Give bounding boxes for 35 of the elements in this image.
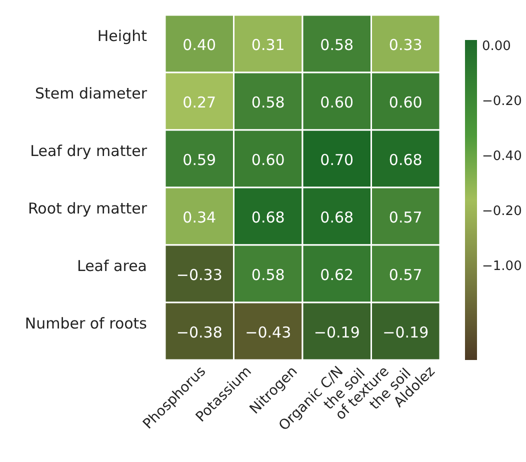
y-tick-label: Stem diameter	[34, 84, 148, 102]
data-label: 0.40	[182, 36, 216, 54]
text: −1.00	[482, 259, 522, 274]
data-label: 0.57	[388, 208, 422, 226]
data-label: 0.59	[182, 150, 216, 169]
data-label: 0.68	[320, 208, 354, 226]
text: −0.40	[482, 149, 522, 164]
y-tick-label: Leaf area	[76, 256, 147, 275]
data-label: 0.60	[388, 93, 422, 112]
data-label: 0.27	[182, 93, 216, 112]
data-label: 0.34	[182, 208, 216, 226]
data-label: 0.68	[251, 208, 285, 226]
data-label: 0.58	[320, 36, 354, 54]
text: −0.20	[482, 204, 522, 219]
data-label: −0.19	[314, 323, 360, 342]
data-label: 0.60	[320, 93, 354, 112]
data-label: 0.68	[388, 150, 422, 169]
data-label: 0.60	[251, 150, 285, 169]
y-tick-label: Number of roots	[24, 314, 148, 332]
data-label: 0.58	[251, 93, 285, 112]
data-label: −0.33	[176, 266, 222, 284]
text: 0.00	[482, 39, 511, 54]
data-label: 0.58	[251, 266, 285, 284]
text: −0.20	[482, 94, 522, 109]
y-tick-label: Root dry matter	[28, 199, 148, 218]
data-label: −0.19	[382, 323, 429, 342]
y-tick-label: Leaf dry matter	[30, 142, 148, 160]
data-label: 0.57	[388, 266, 422, 284]
data-label: 0.70	[320, 150, 354, 169]
data-label: 0.33	[388, 36, 422, 54]
y-tick-label: Height	[97, 26, 148, 45]
data-label: 0.31	[251, 36, 285, 54]
data-label: −0.38	[176, 323, 222, 342]
data-label: −0.43	[245, 323, 292, 342]
data-label: 0.62	[320, 266, 354, 284]
